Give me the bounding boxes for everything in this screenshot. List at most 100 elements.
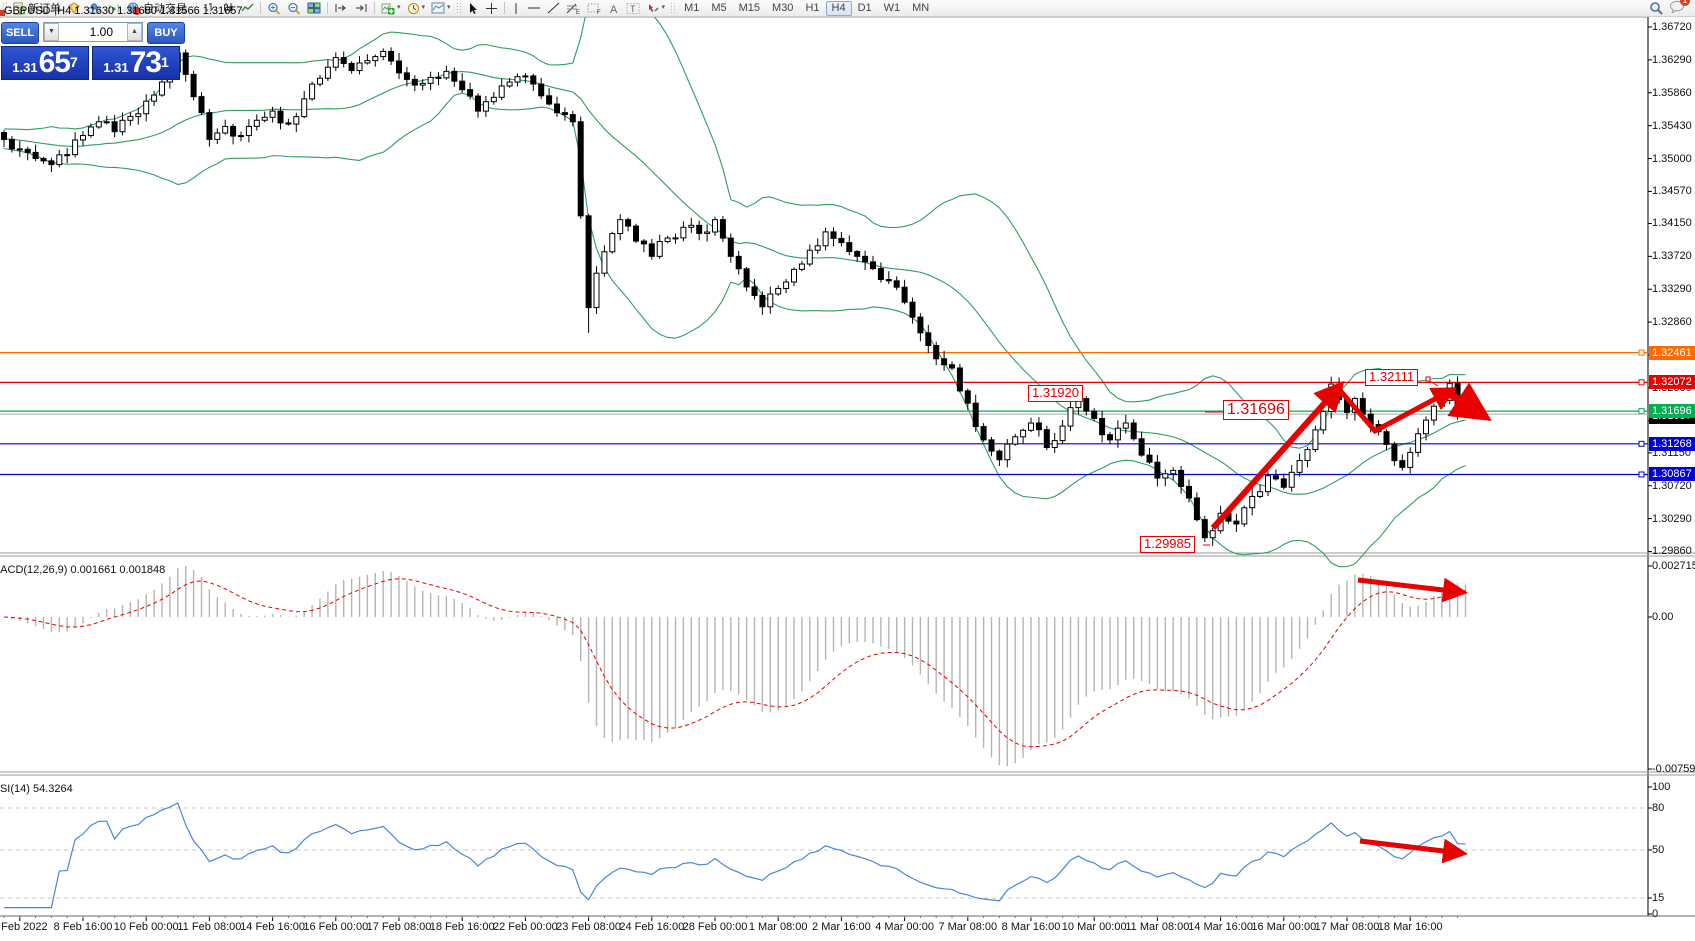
text-tool-button[interactable]: A — [605, 1, 623, 15]
rsi-scale-label: 100 — [1652, 781, 1671, 793]
bar-chart-mode-button[interactable] — [200, 1, 219, 15]
x-axis-label: 10 Feb 00:00 — [113, 921, 179, 933]
level-price-badge: 1.32072 — [1649, 375, 1695, 390]
x-axis-label: 18 Feb 16:00 — [429, 921, 495, 933]
grid-tool-button[interactable]: F — [584, 1, 605, 15]
chart-area[interactable]: 1.36720 1.36290 1.35860 1.35430 1.35000 1.345… — [0, 17, 1695, 941]
crosshair-icon — [485, 2, 497, 14]
x-axis-label: 11 Mar 08:00 — [1125, 921, 1190, 933]
sell-price-display[interactable]: 1.31 65 7 — [1, 46, 89, 80]
template-menu-button[interactable]: ▾ — [428, 1, 454, 15]
chart-canvas[interactable] — [0, 17, 1695, 941]
y-axis-label: 1.30290 — [1652, 512, 1692, 525]
toolbar-grip[interactable] — [2, 2, 8, 14]
zoom-out-button[interactable] — [284, 1, 304, 15]
sell-button[interactable]: SELL — [1, 22, 39, 44]
vertical-line-tool-button[interactable] — [508, 1, 524, 15]
horizontal-line-tool-button[interactable] — [524, 1, 544, 15]
macd-scale-label: 0.00 — [1652, 611, 1674, 623]
zoom-in-icon — [268, 2, 281, 15]
macd-scale-label: -0.007596 — [1652, 763, 1695, 775]
new-order-icon — [13, 1, 26, 15]
crosshair-tool-button[interactable] — [482, 1, 501, 15]
auto-scroll-button[interactable] — [331, 1, 351, 15]
y-axis-label: 1.36290 — [1652, 53, 1692, 66]
x-axis-label: 14 Feb 16:00 — [240, 921, 306, 933]
tile-windows-icon — [307, 2, 321, 14]
signals-button[interactable] — [104, 1, 124, 15]
tab-timeframe-m1[interactable]: M1 — [684, 1, 700, 14]
buy-price-prefix: 1.31 — [103, 60, 129, 75]
volume-input[interactable] — [59, 24, 127, 40]
line-chart-mode-button[interactable] — [238, 1, 257, 15]
tab-timeframe-w1[interactable]: W1 — [883, 1, 901, 14]
chevron-down-icon: ▾ — [421, 4, 426, 11]
chevron-down-icon: ▾ — [447, 4, 451, 11]
price-annotation[interactable]: 1.31920 — [1028, 385, 1083, 402]
trendline-tool-button[interactable] — [544, 1, 563, 15]
text-label-tool-button[interactable]: T — [623, 1, 643, 15]
tab-timeframe-m30[interactable]: M30 — [772, 1, 794, 14]
horizontal-line-icon — [527, 7, 540, 9]
autotrading-button[interactable]: 自动交易 — [124, 1, 190, 15]
x-axis-label: 4 Mar 00:00 — [875, 921, 934, 933]
tile-windows-button[interactable] — [304, 1, 324, 15]
tab-timeframe-h1[interactable]: H1 — [805, 1, 820, 14]
price-annotation[interactable]: 1.29985 — [1140, 536, 1195, 553]
fibonacci-tool-button[interactable]: E — [563, 1, 584, 15]
rsi-scale-label: 0 — [1652, 908, 1659, 920]
chevron-down-icon: ▾ — [661, 4, 666, 11]
y-axis-label: 1.34150 — [1652, 217, 1692, 230]
price-annotation[interactable]: 1.31696 — [1223, 400, 1289, 421]
cursor-tool-button[interactable] — [464, 1, 482, 15]
arrows-tool-button[interactable]: ▾ — [643, 1, 669, 15]
zoom-out-icon — [288, 2, 301, 15]
sell-price-big: 65 — [38, 46, 71, 79]
notification-count-badge: 1 — [1680, 0, 1690, 6]
volume-increase-button[interactable]: ▲ — [127, 23, 142, 41]
toolbar-grip[interactable] — [192, 2, 198, 14]
zoom-in-button[interactable] — [264, 1, 284, 15]
trend-arrows-layer[interactable] — [1203, 376, 1492, 864]
signal-icon — [108, 4, 120, 13]
level-price-badge: 1.30867 — [1649, 467, 1695, 482]
gem-icon — [68, 2, 80, 14]
candle-chart-mode-button[interactable] — [219, 1, 238, 15]
buy-button[interactable]: BUY — [147, 22, 185, 44]
x-axis-label: 8 Mar 16:00 — [1001, 921, 1061, 933]
fibonacci-icon: E — [566, 3, 580, 15]
svg-text:A: A — [610, 4, 618, 15]
x-axis-label: 7 Feb 2022 — [0, 921, 48, 933]
market-watch-button[interactable] — [64, 1, 84, 15]
volume-decrease-button[interactable]: ▼ — [44, 23, 59, 41]
buy-price-display[interactable]: 1.31 73 1 — [92, 46, 180, 80]
x-axis-label: 23 Feb 08:00 — [556, 921, 622, 933]
level-price-badge: 1.32461 — [1649, 345, 1695, 360]
tab-timeframe-m15[interactable]: M15 — [738, 1, 761, 14]
y-axis-label: 1.33290 — [1652, 283, 1692, 296]
x-axis-label: 8 Feb 16:00 — [53, 921, 113, 933]
chevron-down-icon: ▾ — [397, 4, 401, 11]
new-order-button[interactable]: 新订单 — [10, 1, 64, 15]
macd-scale-label: 0.002715 — [1652, 560, 1695, 572]
search-icon[interactable] — [1649, 1, 1663, 15]
period-menu-button[interactable]: ▾ — [404, 1, 429, 15]
x-axis-label: 18 Mar 16:00 — [1377, 921, 1443, 933]
tab-timeframe-d1[interactable]: D1 — [857, 1, 872, 14]
tab-timeframe-h4[interactable]: H4 — [825, 0, 852, 16]
chart-shift-button[interactable] — [351, 1, 371, 15]
buy-price-big: 73 — [129, 46, 162, 79]
notifications-button[interactable]: 1 — [1669, 0, 1690, 16]
toolbar-grip[interactable] — [455, 2, 462, 14]
tab-timeframe-m5[interactable]: M5 — [711, 1, 727, 14]
text-a-icon: A — [610, 4, 618, 15]
x-axis-label: 17 Feb 08:00 — [366, 921, 432, 933]
candlestick-layer — [1, 47, 1469, 546]
add-indicator-button[interactable]: ▾ — [378, 1, 404, 15]
buy-price-sup: 1 — [160, 54, 169, 70]
tab-timeframe-mn[interactable]: MN — [912, 1, 930, 14]
timeframe-bar: M1 M5 M15 M30 H1 H4 D1 W1 MN — [678, 0, 935, 16]
toolbar-grip[interactable] — [670, 2, 677, 14]
community-button[interactable] — [84, 1, 104, 15]
price-annotation[interactable]: 1.32111 — [1365, 369, 1419, 386]
